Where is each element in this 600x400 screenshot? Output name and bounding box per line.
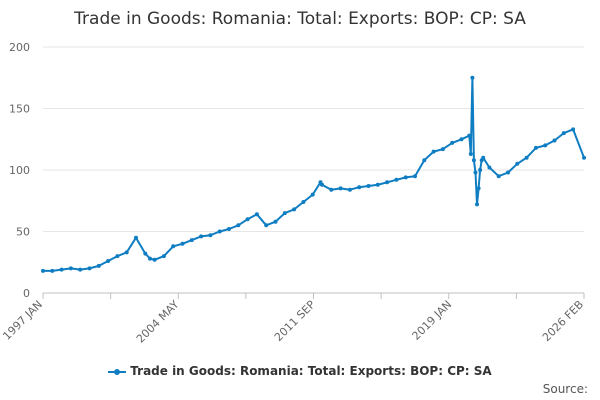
data-point	[245, 217, 250, 222]
data-point	[481, 155, 486, 160]
data-point	[357, 185, 362, 190]
data-point	[199, 234, 204, 239]
data-point	[143, 251, 148, 256]
data-point	[440, 147, 445, 152]
y-tick-label: 200	[9, 41, 30, 54]
data-point	[87, 266, 92, 271]
data-point	[450, 140, 455, 145]
data-point	[496, 174, 501, 179]
data-point	[347, 187, 352, 192]
data-point	[115, 254, 120, 259]
x-tick-label: 2026 FEB	[540, 298, 586, 344]
data-point	[180, 241, 185, 246]
data-point	[473, 170, 478, 175]
data-point	[459, 137, 464, 142]
data-point	[385, 180, 390, 185]
y-tick-label: 50	[16, 226, 30, 239]
data-point	[227, 227, 231, 231]
data-point	[106, 259, 111, 263]
data-point	[338, 186, 343, 191]
data-point	[476, 186, 481, 191]
series-line	[43, 76, 585, 272]
x-tick-label: 2004 MAY	[134, 298, 182, 346]
x-axis-ticks: 1997 JAN 2004 MAY 2011 SEP 2019 JAN 2026 FEB	[0, 293, 586, 346]
data-point	[403, 175, 408, 180]
x-tick-label: 1997 JAN	[0, 298, 45, 343]
legend-label: Trade in Goods: Romania: Total: Exports:…	[130, 364, 492, 378]
legend-line-marker-icon	[108, 367, 127, 377]
data-point	[50, 268, 55, 273]
data-point	[375, 182, 380, 187]
data-point	[561, 131, 566, 136]
data-point	[264, 223, 269, 228]
data-point	[208, 233, 213, 238]
y-tick-label: 150	[9, 103, 30, 116]
data-point	[467, 133, 472, 138]
data-point	[96, 263, 101, 268]
data-point	[571, 127, 576, 132]
data-point	[124, 250, 129, 255]
data-point	[59, 267, 64, 272]
data-point	[515, 161, 520, 166]
source-label[interactable]: Source:	[542, 382, 588, 396]
data-point	[134, 235, 138, 240]
data-point	[68, 266, 73, 271]
data-point	[478, 168, 483, 172]
chart-title: Trade in Goods: Romania: Total: Exports:…	[74, 9, 526, 29]
data-point	[254, 212, 259, 217]
data-point	[543, 143, 548, 148]
data-point	[582, 155, 586, 160]
legend[interactable]: Trade in Goods: Romania: Total: Exports:…	[0, 364, 600, 378]
data-point	[487, 165, 492, 170]
y-tick-label: 100	[9, 164, 30, 177]
data-point	[471, 158, 476, 163]
data-point	[161, 254, 166, 259]
data-point	[189, 238, 194, 243]
data-point	[506, 170, 510, 175]
data-point	[41, 268, 45, 273]
x-tick-label: 2011 SEP	[272, 298, 318, 344]
data-point	[533, 145, 538, 150]
data-point	[217, 229, 222, 234]
series-group	[41, 75, 586, 273]
y-tick-label: 0	[23, 287, 30, 300]
data-point	[292, 207, 297, 212]
data-point	[413, 174, 417, 179]
data-point	[475, 202, 479, 207]
data-point	[320, 182, 324, 187]
data-point	[171, 244, 176, 249]
data-point	[468, 152, 473, 156]
gridlines	[43, 46, 584, 232]
data-point	[310, 192, 315, 197]
data-point	[422, 158, 427, 163]
data-point	[552, 138, 557, 143]
data-point	[431, 149, 436, 154]
data-point	[273, 219, 278, 224]
y-axis-ticks: 0 50 100 150 200	[9, 41, 30, 300]
data-point	[152, 257, 157, 262]
data-point	[329, 187, 334, 192]
data-point	[148, 256, 152, 261]
data-point	[236, 223, 241, 228]
data-point	[282, 211, 287, 216]
data-point	[394, 177, 399, 182]
data-point	[470, 75, 475, 80]
x-tick-label: 2019 JAN	[410, 298, 455, 343]
data-point	[366, 184, 371, 188]
data-point	[524, 155, 529, 160]
data-point	[78, 267, 83, 272]
data-point	[301, 200, 306, 204]
